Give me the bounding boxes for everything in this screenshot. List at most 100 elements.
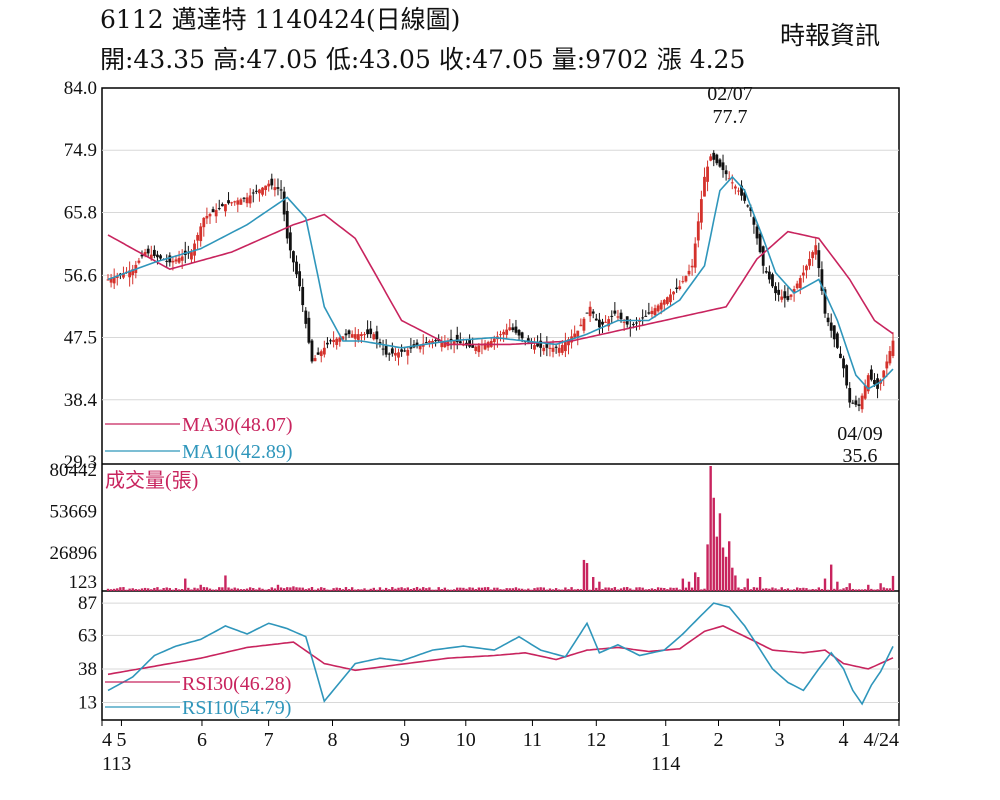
volume-bar: [347, 589, 351, 591]
candle-body: [156, 254, 159, 258]
candle-body: [455, 334, 459, 343]
volume-bar: [814, 589, 817, 591]
x-tick-label: 1: [661, 729, 671, 751]
volume-bar: [839, 589, 842, 591]
volume-bar: [452, 589, 456, 591]
candle-body: [820, 269, 824, 291]
candle-body: [542, 347, 546, 352]
volume-bar: [684, 587, 688, 591]
volume-bar: [536, 587, 539, 591]
candle-body: [159, 255, 162, 259]
candle-body: [814, 245, 818, 255]
candle-body: [712, 152, 716, 160]
volume-bar: [205, 587, 209, 591]
volume-bar: [341, 589, 345, 591]
volume-bar: [248, 587, 252, 591]
volume-bar: [802, 587, 805, 591]
volume-bar: [508, 588, 511, 591]
volume-bar: [252, 588, 255, 591]
candle-body: [582, 318, 586, 331]
candle-body: [798, 278, 802, 288]
candle-body: [434, 340, 437, 342]
candle-body: [588, 306, 592, 317]
rsi10-line: [107, 602, 894, 706]
candle-body: [264, 185, 268, 191]
volume-bar: [635, 587, 638, 591]
trough-date-annotation: 04/09: [837, 423, 883, 445]
candle-body: [190, 252, 193, 260]
volume-bar: [592, 577, 595, 591]
candle-body: [786, 296, 790, 300]
volume-bar: [122, 587, 125, 591]
candle-body: [122, 273, 125, 278]
volume-bar: [570, 587, 573, 591]
x-tick-label: 11: [523, 729, 542, 751]
volume-bar: [116, 588, 119, 591]
volume-bar: [551, 589, 555, 591]
candle-body: [832, 325, 836, 340]
rsi-tick-label: 13: [78, 693, 97, 714]
volume-bar: [326, 589, 329, 591]
candle-body: [659, 302, 663, 310]
candle-body: [783, 291, 787, 299]
volume-bar: [224, 575, 227, 591]
candle-body: [823, 289, 827, 314]
volume-bar: [480, 587, 484, 591]
candle-body: [594, 318, 598, 321]
candle-body: [604, 321, 607, 323]
candle-body: [891, 340, 895, 356]
candle-body: [706, 166, 709, 182]
candle-body: [792, 289, 796, 294]
volume-bar: [718, 513, 722, 591]
candle-body: [721, 162, 725, 171]
candle-body: [128, 270, 132, 278]
candle-body: [353, 334, 357, 339]
volume-bar: [817, 587, 821, 591]
candle-body: [616, 316, 620, 318]
volume-bar: [656, 587, 660, 591]
x-tick-label: 6: [197, 729, 207, 751]
source-label: 時報資訊: [780, 21, 881, 50]
candle-body: [131, 269, 135, 276]
volume-bar: [799, 588, 802, 591]
candle-body: [885, 361, 889, 369]
x-tick-label: 4: [838, 729, 848, 751]
candle-body: [888, 351, 892, 364]
volume-bar: [264, 589, 267, 591]
volume-bar: [125, 589, 128, 591]
volume-bar: [672, 587, 675, 591]
candle-body: [811, 252, 815, 259]
candle-body: [591, 311, 595, 314]
candle-body: [109, 278, 113, 283]
volume-bar: [412, 588, 416, 591]
volume-bar: [304, 589, 307, 591]
volume-bar: [582, 559, 586, 591]
candle-body: [288, 232, 292, 251]
volume-bar: [208, 588, 212, 591]
volume-bar: [474, 589, 477, 591]
candle-body: [140, 254, 144, 257]
x-year-label: 113: [102, 753, 131, 775]
volume-bar: [663, 587, 666, 591]
candle-body: [403, 350, 407, 352]
candle-body: [424, 342, 428, 344]
price-tick-label: 38.4: [64, 390, 98, 411]
candle-body: [452, 340, 456, 346]
volume-bar: [106, 588, 110, 591]
volume-bar: [579, 589, 583, 591]
volume-bar: [527, 588, 530, 591]
volume-bar: [585, 563, 589, 591]
candle-body: [656, 305, 660, 312]
x-tick-label: 8: [327, 729, 337, 751]
candle-body: [758, 233, 762, 253]
candle-body: [310, 340, 314, 362]
volume-bar: [703, 588, 706, 591]
volume-bar: [694, 572, 697, 591]
candle-body: [548, 347, 552, 349]
candle-body: [332, 339, 336, 342]
volume-bar: [502, 589, 505, 591]
candle-body: [468, 340, 471, 347]
volume-bar: [706, 544, 709, 591]
volume-bar: [789, 589, 793, 591]
volume-bar: [595, 587, 598, 591]
